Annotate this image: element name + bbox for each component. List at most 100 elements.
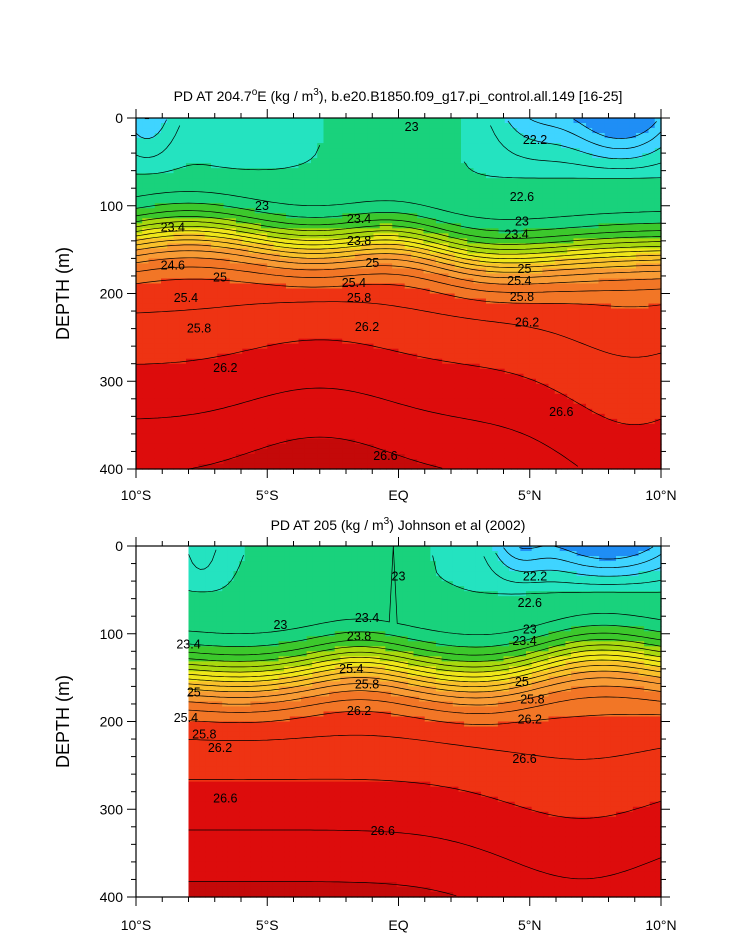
contour-cell	[442, 373, 450, 380]
contour-cell	[248, 353, 256, 360]
contour-cell	[429, 403, 437, 410]
contour-cell	[379, 138, 387, 144]
contour-cell	[567, 118, 575, 124]
contour-cell	[329, 368, 337, 375]
contour-cell	[511, 248, 518, 254]
contour-cell	[198, 418, 206, 425]
contour-cell	[179, 443, 187, 450]
contour-cell	[467, 458, 475, 465]
contour-cell	[186, 193, 193, 199]
contour-cell	[411, 128, 418, 134]
contour-cell	[292, 323, 300, 330]
contour-cell	[136, 253, 143, 259]
contour-cell	[254, 258, 262, 265]
contour-cell	[223, 233, 231, 239]
contour-cell	[398, 243, 406, 249]
contour-cell	[298, 143, 306, 149]
contour-cell	[211, 148, 218, 154]
contour-cell	[248, 298, 256, 305]
contour-cell	[548, 203, 556, 209]
contour-cell	[561, 428, 568, 435]
contour-cell	[142, 328, 150, 335]
contour-cell	[286, 118, 293, 124]
contour-cell	[186, 373, 193, 380]
contour-cell	[573, 428, 581, 435]
contour-cell	[511, 278, 518, 285]
contour-cell	[298, 383, 306, 390]
contour-cell	[404, 233, 412, 239]
contour-cell	[198, 273, 206, 280]
contour-cell	[511, 373, 518, 380]
contour-cell	[292, 158, 300, 164]
contour-cell	[561, 328, 568, 335]
contour-cell	[529, 303, 537, 310]
contour-cell	[423, 408, 431, 415]
contour-cell	[192, 153, 200, 159]
contour-cell	[179, 243, 187, 249]
contour-cell	[379, 443, 387, 450]
contour-cell	[298, 283, 306, 290]
contour-cell	[523, 373, 531, 380]
contour-cell	[236, 313, 243, 320]
contour-cell	[204, 188, 212, 194]
contour-cell	[198, 318, 206, 325]
contour-cell	[417, 363, 425, 370]
contour-cell	[217, 118, 225, 124]
contour-cell	[348, 463, 356, 470]
contour-cell	[492, 333, 500, 340]
contour-cell	[292, 458, 300, 465]
contour-cell	[423, 138, 431, 144]
contour-cell	[361, 438, 368, 445]
contour-cell	[329, 443, 337, 450]
contour-cell	[404, 128, 412, 134]
contour-cell	[373, 268, 381, 275]
contour-cell	[436, 133, 443, 139]
contour-cell	[536, 378, 543, 385]
contour-cell	[148, 313, 156, 320]
contour-cell	[192, 168, 200, 174]
contour-cell	[411, 453, 418, 460]
contour-cell	[492, 303, 500, 310]
contour-cell	[479, 183, 487, 189]
contour-cell	[498, 208, 506, 214]
contour-cell	[348, 423, 356, 430]
contour-cell	[554, 153, 562, 159]
contour-cell	[404, 188, 412, 194]
contour-cell	[404, 358, 412, 365]
contour-cell	[479, 443, 487, 450]
contour-cell	[148, 338, 156, 345]
contour-cell	[254, 193, 262, 199]
contour-cell	[511, 343, 518, 350]
contour-cell	[511, 393, 518, 400]
contour-cell	[361, 183, 368, 189]
contour-cell	[298, 418, 306, 425]
contour-cell	[229, 398, 237, 405]
contour-cell	[167, 148, 175, 154]
contour-cell	[148, 353, 156, 360]
contour-cell	[223, 213, 231, 219]
contour-cell	[273, 368, 281, 375]
contour-cell	[136, 118, 143, 124]
contour-cell	[148, 423, 156, 430]
contour-cell	[573, 283, 581, 290]
contour-cell	[373, 143, 381, 149]
contour-cell	[411, 278, 418, 285]
contour-cell	[329, 268, 337, 275]
contour-cell	[154, 203, 162, 209]
contour-cell	[179, 258, 187, 265]
contour-cell	[486, 383, 493, 390]
contour-cell	[348, 148, 356, 154]
contour-cell	[154, 118, 162, 124]
contour-cell	[542, 428, 550, 435]
contour-cell	[317, 183, 325, 189]
contour-cell	[523, 423, 531, 430]
contour-cell	[204, 333, 212, 340]
contour-cell	[204, 148, 212, 154]
contour-cell	[298, 463, 306, 470]
contour-cell	[267, 248, 275, 254]
contour-cell	[136, 248, 143, 254]
contour-cell	[398, 328, 406, 335]
contour-cell	[198, 158, 206, 164]
contour-cell	[423, 358, 431, 365]
contour-cell	[298, 228, 306, 234]
